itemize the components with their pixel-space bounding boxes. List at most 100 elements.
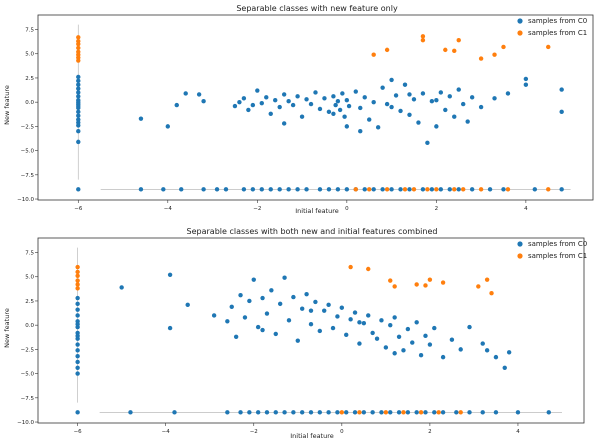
scatter-point-c1 bbox=[75, 278, 80, 283]
scatter-point-c0 bbox=[75, 371, 80, 376]
scatter-point-c0 bbox=[246, 107, 251, 113]
scatter-point-c1 bbox=[367, 187, 372, 192]
scatter-point-c0 bbox=[185, 302, 190, 308]
scatter-point-c0 bbox=[264, 95, 269, 100]
scatter-point-c0 bbox=[559, 87, 564, 92]
scatter-point-c0 bbox=[232, 103, 238, 109]
scatter-point-c0 bbox=[225, 319, 230, 324]
scatter-point-c0 bbox=[75, 342, 80, 347]
scatter-point-c0 bbox=[493, 410, 499, 415]
scatter-point-c0 bbox=[370, 330, 375, 336]
scatter-point-c0 bbox=[425, 140, 430, 146]
scatter-point-c0 bbox=[506, 350, 512, 355]
scatter-point-c0 bbox=[407, 187, 412, 192]
bottom-legend-label-c1: samples from C1 bbox=[528, 252, 587, 260]
top-xtick-label: −4 bbox=[164, 206, 173, 212]
scatter-point-c0 bbox=[75, 353, 80, 359]
scatter-point-c0 bbox=[75, 359, 80, 365]
scatter-point-c0 bbox=[76, 117, 81, 122]
scatter-point-c0 bbox=[407, 92, 412, 97]
scatter-point-c0 bbox=[291, 294, 296, 300]
top-plot-marks bbox=[76, 24, 571, 192]
scatter-point-c0 bbox=[396, 410, 402, 415]
scatter-point-c0 bbox=[259, 187, 264, 192]
scatter-point-c1 bbox=[423, 283, 428, 288]
scatter-point-c0 bbox=[76, 187, 81, 192]
scatter-point-c0 bbox=[138, 116, 144, 121]
scatter-point-c1 bbox=[434, 187, 439, 192]
scatter-point-c0 bbox=[76, 99, 81, 105]
scatter-point-c0 bbox=[75, 333, 80, 339]
scatter-point-c0 bbox=[76, 74, 81, 80]
scatter-point-c0 bbox=[277, 187, 282, 192]
scatter-point-c0 bbox=[128, 410, 133, 415]
scatter-point-c0 bbox=[259, 100, 264, 106]
scatter-point-c1 bbox=[414, 282, 419, 287]
scatter-point-c1 bbox=[476, 284, 481, 289]
scatter-point-c1 bbox=[357, 410, 362, 415]
scatter-point-c0 bbox=[241, 96, 247, 101]
scatter-point-c0 bbox=[229, 304, 234, 309]
scatter-point-c0 bbox=[225, 410, 230, 415]
scatter-point-c0 bbox=[282, 410, 287, 415]
scatter-point-c0 bbox=[438, 187, 444, 192]
scatter-point-c0 bbox=[357, 320, 362, 325]
scatter-point-c0 bbox=[405, 410, 411, 415]
scatter-point-c0 bbox=[76, 78, 81, 84]
scatter-point-c0 bbox=[322, 96, 327, 101]
scatter-point-c0 bbox=[420, 187, 426, 192]
scatter-point-c0 bbox=[247, 410, 252, 415]
scatter-point-c1 bbox=[492, 52, 497, 57]
bottom-plot-xlabel: Initial feature bbox=[290, 432, 334, 440]
scatter-point-c0 bbox=[379, 410, 384, 415]
scatter-point-c0 bbox=[414, 410, 419, 415]
bottom-ytick-label: −10.0 bbox=[17, 420, 34, 426]
scatter-point-c0 bbox=[211, 313, 217, 318]
scatter-point-c0 bbox=[398, 108, 403, 114]
scatter-point-c1 bbox=[440, 280, 446, 285]
scatter-point-c0 bbox=[277, 104, 282, 110]
scatter-point-c0 bbox=[250, 102, 256, 108]
bottom-ytick-label: 2.5 bbox=[25, 299, 34, 305]
scatter-point-c0 bbox=[308, 101, 314, 107]
scatter-point-c0 bbox=[76, 109, 81, 115]
scatter-point-c0 bbox=[454, 410, 459, 415]
scatter-point-c1 bbox=[75, 264, 80, 270]
scatter-point-c0 bbox=[299, 114, 305, 119]
scatter-point-c0 bbox=[75, 307, 80, 312]
scatter-point-c0 bbox=[344, 187, 350, 192]
scatter-point-c0 bbox=[76, 139, 81, 145]
scatter-point-c0 bbox=[515, 410, 521, 415]
scatter-point-c1 bbox=[478, 56, 484, 61]
scatter-point-c0 bbox=[75, 365, 80, 370]
scatter-point-c0 bbox=[326, 302, 331, 308]
bottom-ytick-label: 5.0 bbox=[25, 275, 34, 281]
scatter-point-c0 bbox=[308, 410, 314, 415]
top-plot-ylabel: New feature bbox=[3, 85, 11, 125]
scatter-point-c0 bbox=[505, 91, 511, 96]
bottom-plot-legend: samples from C0 samples from C1 bbox=[517, 240, 587, 260]
scatter-point-c0 bbox=[389, 77, 394, 83]
scatter-point-c1 bbox=[383, 410, 389, 415]
scatter-point-c0 bbox=[344, 332, 349, 338]
scatter-point-c1 bbox=[484, 277, 490, 282]
scatter-point-c0 bbox=[75, 322, 80, 327]
bottom-legend-marker-c1 bbox=[517, 253, 523, 259]
scatter-point-c0 bbox=[352, 410, 358, 415]
scatter-point-c0 bbox=[501, 187, 506, 192]
scatter-point-c0 bbox=[174, 102, 179, 108]
scatter-point-c0 bbox=[392, 351, 397, 356]
scatter-point-c0 bbox=[317, 187, 323, 192]
scatter-point-c0 bbox=[223, 187, 229, 192]
scatter-point-c1 bbox=[384, 187, 390, 192]
scatter-point-c0 bbox=[119, 285, 124, 290]
scatter-point-c0 bbox=[388, 410, 393, 415]
scatter-point-c0 bbox=[353, 89, 358, 94]
scatter-point-c0 bbox=[286, 187, 291, 192]
scatter-point-c0 bbox=[380, 187, 385, 192]
bottom-xtick-label: 0 bbox=[340, 429, 344, 435]
bottom-ytick-label: −7.5 bbox=[21, 396, 35, 402]
top-plot-xlabel: Initial feature bbox=[295, 207, 339, 215]
scatter-point-c0 bbox=[493, 354, 499, 360]
scatter-point-c1 bbox=[418, 410, 424, 415]
